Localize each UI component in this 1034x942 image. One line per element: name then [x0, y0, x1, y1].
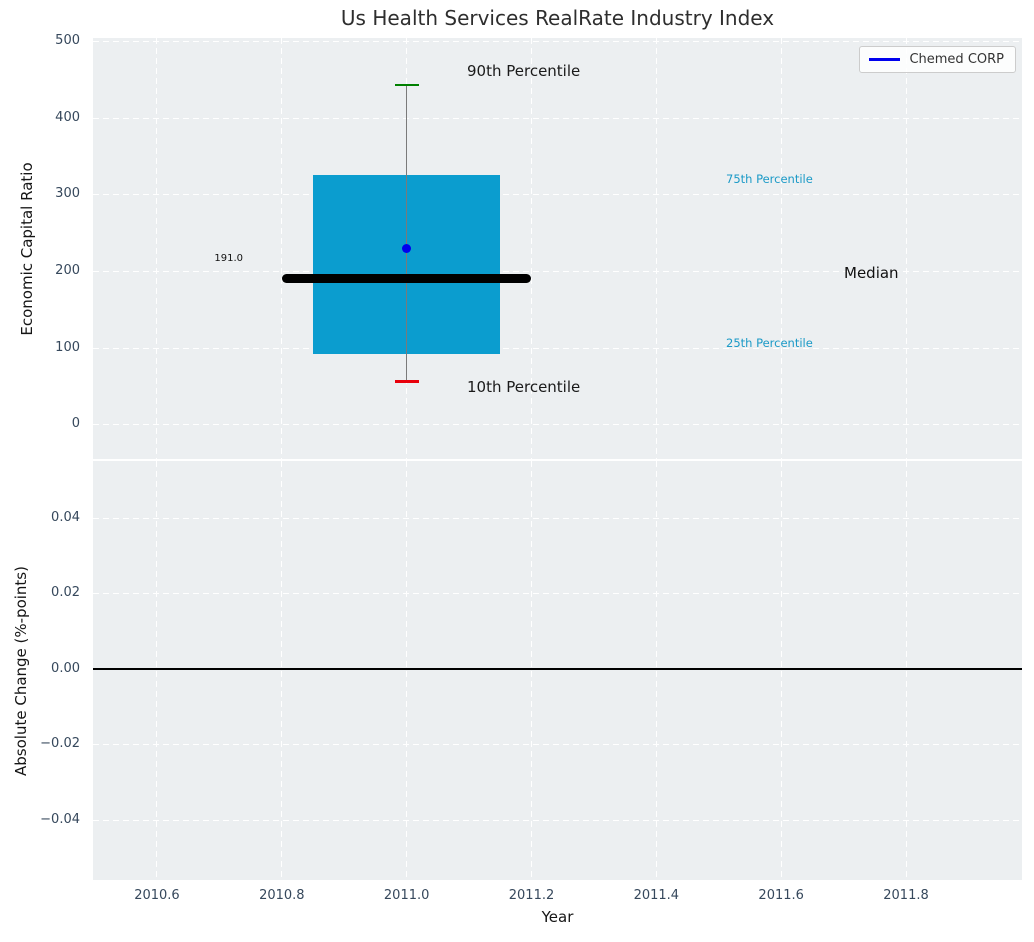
- top-y-tick-label: 300: [55, 186, 80, 202]
- gridline-vertical: [531, 38, 532, 459]
- gridline-horizontal: [93, 194, 1022, 196]
- top-y-tick-label: 400: [55, 109, 80, 125]
- whisker-cap-10th: [394, 380, 419, 383]
- x-axis-label: Year: [541, 908, 574, 926]
- x-tick-label: 2011.2: [508, 888, 555, 903]
- gridline-vertical: [905, 38, 907, 459]
- whisker-cap-90th: [394, 83, 419, 87]
- x-tick-label: 2011.4: [633, 888, 680, 903]
- annotation-median: Median: [844, 264, 899, 282]
- gridline-horizontal: [93, 424, 1022, 426]
- bottom-y-tick-label: 0.00: [51, 660, 80, 676]
- chart-title: Us Health Services RealRate Industry Ind…: [340, 6, 775, 30]
- bottom-y-tick-label: 0.04: [51, 509, 80, 525]
- legend-box: Chemed CORP: [859, 46, 1016, 73]
- gridline-horizontal: [93, 744, 1022, 746]
- bottom-y-tick-label: −0.02: [40, 736, 80, 752]
- gridline-horizontal: [93, 41, 1022, 43]
- annotation-median-value: 191.0: [214, 253, 243, 264]
- top-axes: 90th Percentile 10th Percentile 75th Per…: [93, 38, 1022, 459]
- gridline-vertical: [406, 461, 408, 880]
- x-tick-label: 2011.0: [383, 888, 430, 903]
- gridline-vertical: [531, 461, 532, 880]
- x-tick-label: 2010.6: [134, 888, 180, 903]
- top-y-tick-label: 100: [55, 339, 80, 355]
- gridline-vertical: [281, 38, 283, 459]
- top-y-tick-label: 200: [55, 263, 80, 279]
- gridline-horizontal: [93, 347, 1022, 349]
- gridline-vertical: [780, 38, 782, 459]
- x-tick-label: 2011.8: [883, 888, 929, 903]
- x-tick-label: 2010.8: [259, 888, 305, 903]
- bottom-y-tick-label: 0.02: [51, 585, 80, 601]
- top-y-tick-label: 0: [71, 416, 80, 432]
- annotation-75th-percentile: 75th Percentile: [726, 172, 813, 186]
- gridline-vertical: [156, 461, 158, 880]
- whisker-line: [406, 84, 408, 382]
- gridline-horizontal: [93, 819, 1022, 821]
- annotation-90th-percentile: 90th Percentile: [467, 62, 581, 80]
- gridline-horizontal: [93, 271, 1022, 273]
- gridline-horizontal: [93, 517, 1022, 519]
- company-point: [402, 244, 412, 254]
- gridline-vertical: [905, 461, 907, 880]
- gridline-vertical: [281, 461, 283, 880]
- gridline-horizontal: [93, 593, 1022, 595]
- bottom-axes: [93, 461, 1022, 880]
- top-y-tick-label: 500: [55, 33, 80, 49]
- annotation-25th-percentile: 25th Percentile: [726, 336, 813, 350]
- gridline-horizontal: [93, 117, 1022, 119]
- gridline-vertical: [780, 461, 782, 880]
- gridline-vertical: [655, 38, 657, 459]
- legend-line-icon: [869, 58, 901, 61]
- annotation-10th-percentile: 10th Percentile: [467, 378, 581, 396]
- median-line: [281, 273, 532, 283]
- x-tick-label: 2011.6: [758, 888, 804, 903]
- bottom-y-tick-label: −0.04: [40, 811, 80, 827]
- legend-label: Chemed CORP: [909, 52, 1004, 67]
- gridline-vertical: [156, 38, 158, 459]
- gridline-vertical: [655, 461, 657, 880]
- zero-line: [93, 668, 1022, 670]
